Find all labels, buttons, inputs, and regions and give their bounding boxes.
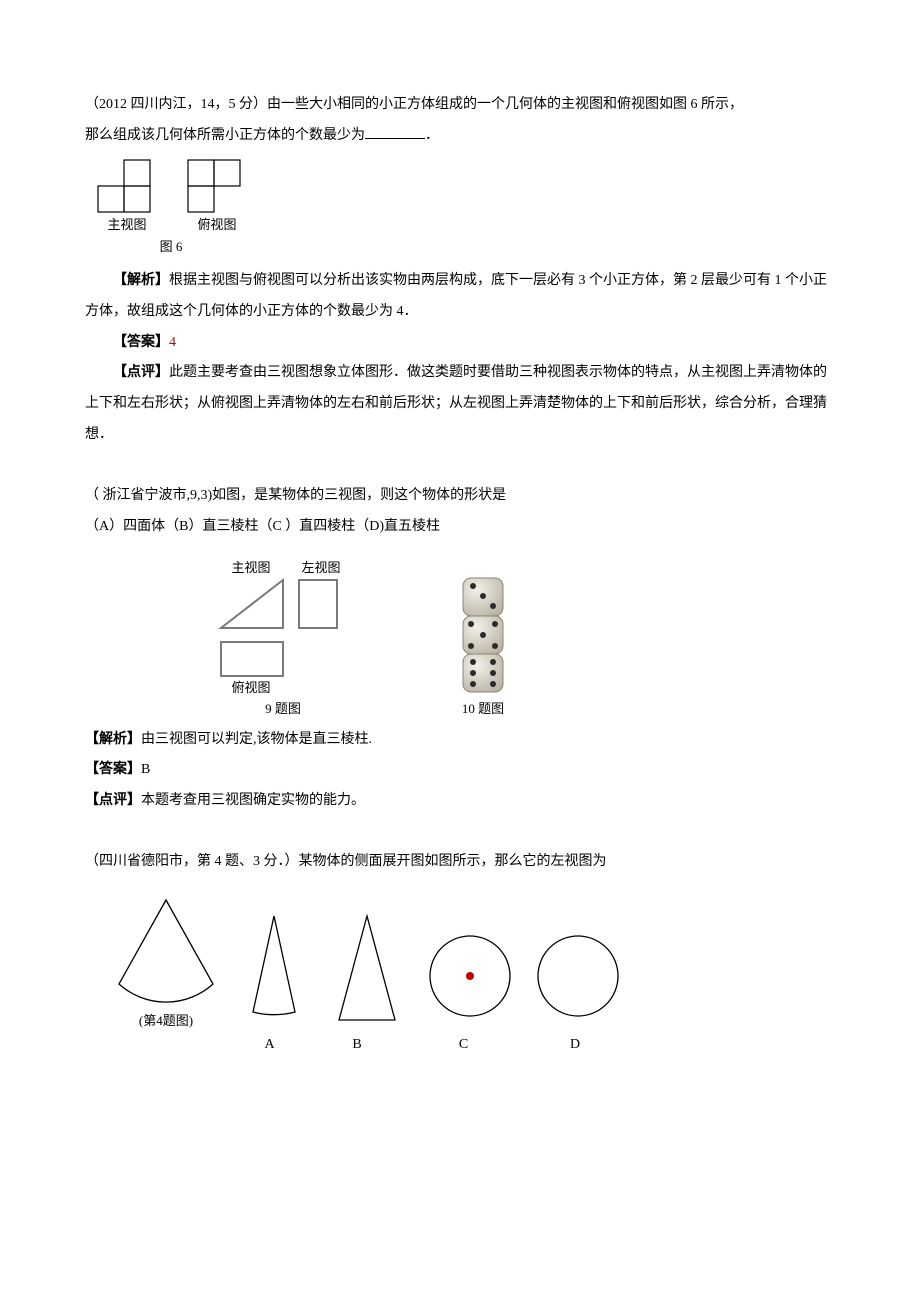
q2-dice-svg: [453, 572, 513, 700]
q2-stem: （ 浙江省宁波市,9,3)如图，是某物体的三视图，则这个物体的形状是: [85, 481, 835, 512]
q3-label-A: A: [235, 1030, 305, 1061]
svg-text:主视图: 主视图: [231, 560, 270, 575]
q3-label-D: D: [521, 1030, 629, 1061]
q3-sector-svg: [101, 892, 231, 1012]
q3-optC-svg: [425, 910, 515, 1030]
fill-blank: [365, 124, 425, 139]
svg-text:左视图: 左视图: [301, 560, 340, 575]
q2-analysis: 【解析】由三视图可以判定,该物体是直三棱柱.: [85, 725, 835, 756]
q3-figure: (第4题图): [101, 892, 835, 1030]
q3-label-B: B: [308, 1030, 406, 1061]
q1-front-label: 主视图: [91, 216, 163, 234]
q2-review: 【点评】本题考查用三视图确定实物的能力。: [85, 786, 835, 817]
q2-answer: 【答案】B: [85, 755, 835, 786]
q1-analysis: 【解析】根据主视图与俯视图可以分析出该实物由两层构成，底下一层必有 3 个小正方…: [85, 266, 835, 328]
q2-threeview-svg: 主视图 左视图 俯视图: [213, 560, 353, 700]
q3-optB-svg: [327, 910, 407, 1030]
q3-optA-svg: [239, 910, 309, 1030]
q2-figure: 主视图 左视图 俯视图 9 题图: [213, 560, 835, 718]
q2-caption-left: 9 题图: [213, 700, 353, 718]
q1-top-label: 俯视图: [181, 216, 253, 234]
q1-stem-line1: （2012 四川内江，14，5 分）由一些大小相同的小正方体组成的一个几何体的主…: [85, 90, 835, 121]
q3-question-caption: (第4题图): [101, 1012, 231, 1030]
q2-caption-right: 10 题图: [453, 700, 513, 718]
q1-front-view-svg: [91, 158, 163, 216]
q1-fig-caption: 图 6: [91, 238, 251, 256]
q1-top-view-svg: [181, 158, 253, 216]
q3-stem: （四川省德阳市，第 4 题、3 分．）某物体的侧面展开图如图所示，那么它的左视图…: [85, 847, 835, 878]
q1-stem-line2: 那么组成该几何体所需小正方体的个数最少为．: [85, 121, 835, 152]
svg-text:俯视图: 俯视图: [231, 680, 270, 695]
q2-options: （A）四面体（B）直三棱柱（C ）直四棱柱（D)直五棱柱: [85, 512, 835, 543]
q1-figure: 主视图 俯视图: [85, 158, 835, 234]
q3-label-C: C: [410, 1030, 518, 1061]
q3-option-labels: A B C D: [101, 1030, 835, 1061]
q1-review: 【点评】此题主要考查由三视图想象立体图形．做这类题时要借助三种视图表示物体的特点…: [85, 358, 835, 450]
q1-answer: 【答案】4: [85, 328, 835, 359]
q3-optD-svg: [533, 910, 623, 1030]
